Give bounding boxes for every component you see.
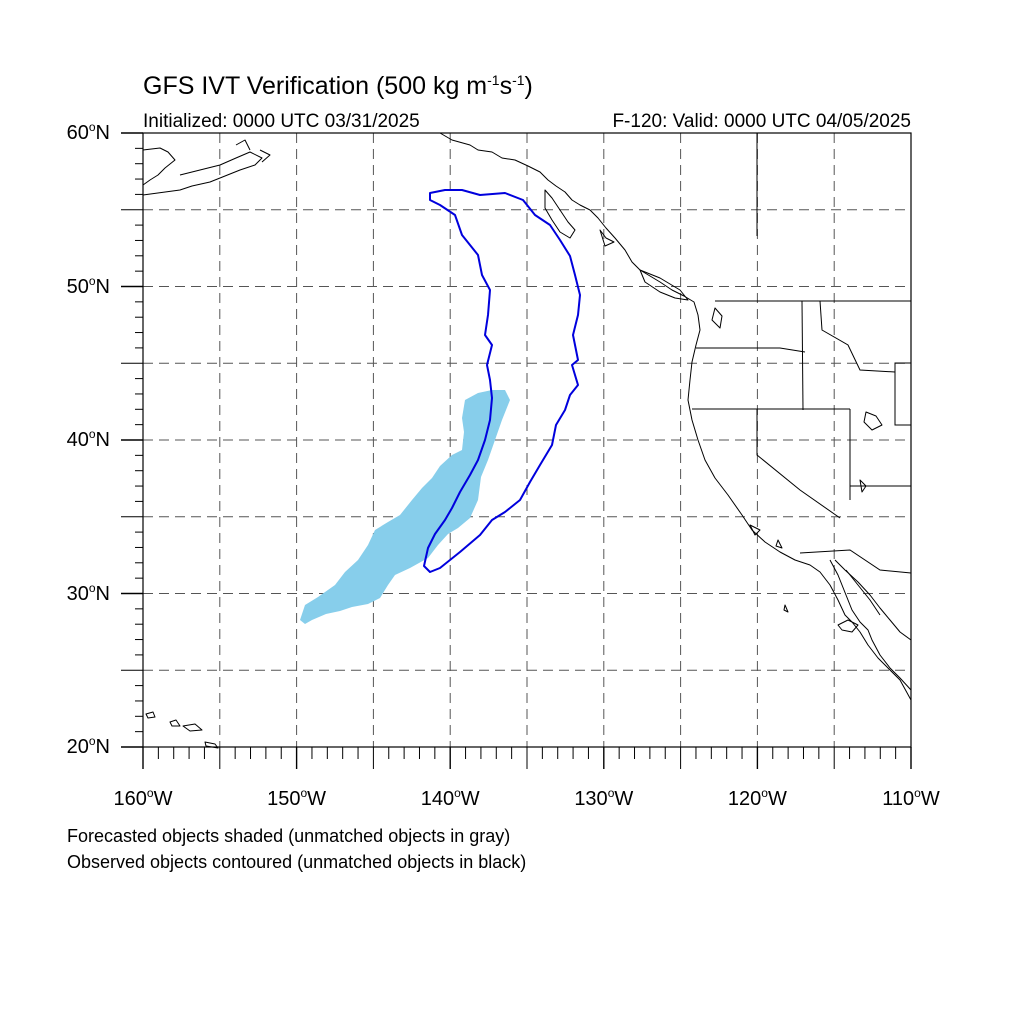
initialized-time: Initialized: 0000 UTC 03/31/2025 <box>143 111 420 132</box>
legend-observed: Observed objects contoured (unmatched ob… <box>67 852 527 872</box>
latitude-label: 60oN <box>66 120 110 144</box>
valid-time: F-120: Valid: 0000 UTC 04/05/2025 <box>612 111 911 132</box>
observed-object-contour <box>423 189 581 573</box>
graticule <box>143 133 911 747</box>
axis-ticks <box>121 132 912 769</box>
map-title: GFS IVT Verification (500 kg m-1s-1) <box>143 72 533 100</box>
latitude-label: 30oN <box>66 580 110 605</box>
legend-forecast: Forecasted objects shaded (unmatched obj… <box>67 826 511 846</box>
latitude-label: 50oN <box>66 273 110 298</box>
forecast-object-shaded <box>300 390 510 624</box>
longitude-label: 110oW <box>882 786 940 810</box>
longitude-label: 120oW <box>727 786 787 810</box>
coastlines <box>142 132 912 749</box>
latitude-label: 40oN <box>66 427 110 451</box>
longitude-label: 160oW <box>113 786 173 810</box>
political-borders <box>692 133 912 574</box>
longitude-label: 130oW <box>574 786 634 810</box>
longitude-label: 140oW <box>420 786 480 810</box>
latitude-label: 20oN <box>66 734 110 758</box>
longitude-label: 150oW <box>267 786 327 810</box>
